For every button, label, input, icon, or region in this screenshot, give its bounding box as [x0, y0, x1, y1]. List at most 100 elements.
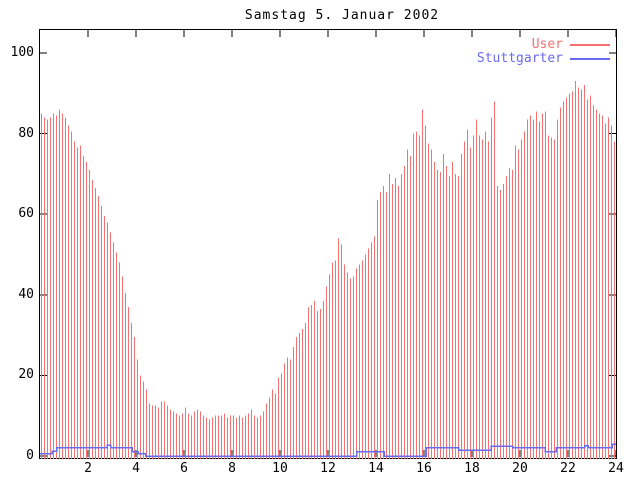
bar-user [590, 95, 591, 459]
bar-user [44, 117, 45, 459]
bar-user [575, 81, 576, 459]
bar-user [113, 242, 114, 459]
bar-user [284, 363, 285, 459]
bar-user [608, 117, 609, 459]
bar-user [599, 113, 600, 459]
bar-user [272, 389, 273, 459]
bar-user [437, 169, 438, 459]
bar-user [494, 101, 495, 459]
bar-user [488, 141, 489, 459]
bar-user [185, 407, 186, 459]
bar-user [122, 276, 123, 459]
bar-user [359, 264, 360, 459]
bar-user [275, 393, 276, 459]
bar-user [545, 111, 546, 459]
bar-user [380, 192, 381, 459]
bar-user [434, 161, 435, 459]
bar-user [320, 308, 321, 459]
bar-user [239, 415, 240, 459]
bar-user [101, 206, 102, 459]
bar-user [194, 411, 195, 459]
bar-user [467, 129, 468, 459]
bar-user [251, 409, 252, 459]
x-tick-label: 10 [272, 461, 288, 476]
bar-user [296, 337, 297, 459]
bar-user [587, 99, 588, 459]
bar-user [572, 91, 573, 459]
bar-user [206, 417, 207, 459]
bar-user [152, 405, 153, 459]
bar-user [614, 141, 615, 459]
bar-user [377, 200, 378, 459]
bar-user [155, 405, 156, 459]
bar-user [584, 85, 585, 459]
bar-user [461, 153, 462, 459]
bar-user [554, 139, 555, 459]
x-tick-label: 22 [560, 461, 576, 476]
bar-user [197, 409, 198, 459]
legend-line-stuttgarter-swatch [570, 58, 610, 60]
y-tick-label: 20 [18, 367, 34, 383]
bar-user [146, 389, 147, 459]
x-tick-label: 16 [416, 461, 432, 476]
bar-user [551, 137, 552, 459]
bar-user [116, 252, 117, 459]
bar-user [260, 415, 261, 459]
bar-user [506, 175, 507, 459]
x-tick-label: 18 [464, 461, 480, 476]
bar-user [407, 149, 408, 459]
bar-user [539, 121, 540, 459]
bar-user [140, 375, 141, 459]
bar-user [497, 185, 498, 459]
bar-user [149, 403, 150, 459]
bar-user [203, 415, 204, 459]
bar-user [53, 113, 54, 459]
bar-user [473, 135, 474, 459]
bar-user [248, 413, 249, 459]
bar-user [95, 188, 96, 459]
bar-user [74, 141, 75, 459]
bar-user [560, 107, 561, 459]
bar-user [278, 377, 279, 459]
bar-user [536, 111, 537, 459]
bar-user [167, 405, 168, 459]
bar-user [173, 411, 174, 459]
bar-user [353, 276, 354, 459]
bar-user [311, 304, 312, 459]
bar-user [188, 413, 189, 459]
bar-user [521, 139, 522, 459]
bar-user [458, 175, 459, 459]
bar-user [581, 89, 582, 459]
bar-user [557, 119, 558, 459]
bar-user [323, 300, 324, 459]
bar-user [47, 119, 48, 459]
bar-user [413, 133, 414, 459]
bar-user [143, 381, 144, 459]
bar-user [365, 254, 366, 459]
bar-user [398, 185, 399, 459]
bar-user [452, 161, 453, 459]
bar-user [326, 286, 327, 459]
bar-user [200, 411, 201, 459]
bar-user [50, 117, 51, 459]
bar-user [356, 268, 357, 459]
bar-user [119, 262, 120, 459]
bar-user [317, 310, 318, 459]
bar-user [305, 323, 306, 459]
bar-user [86, 161, 87, 459]
bar-user [125, 292, 126, 459]
bar-user [215, 415, 216, 459]
bar-user [464, 141, 465, 459]
bar-user [443, 153, 444, 459]
x-tick-label: 24 [608, 461, 624, 476]
bar-user [314, 300, 315, 459]
bar-user [104, 216, 105, 459]
bar-user [77, 147, 78, 459]
bar-user [221, 415, 222, 459]
bar-user [71, 131, 72, 459]
legend-label-user: User [531, 37, 563, 52]
bar-user [236, 417, 237, 459]
x-tick-label: 12 [320, 461, 336, 476]
bar-user [479, 135, 480, 459]
